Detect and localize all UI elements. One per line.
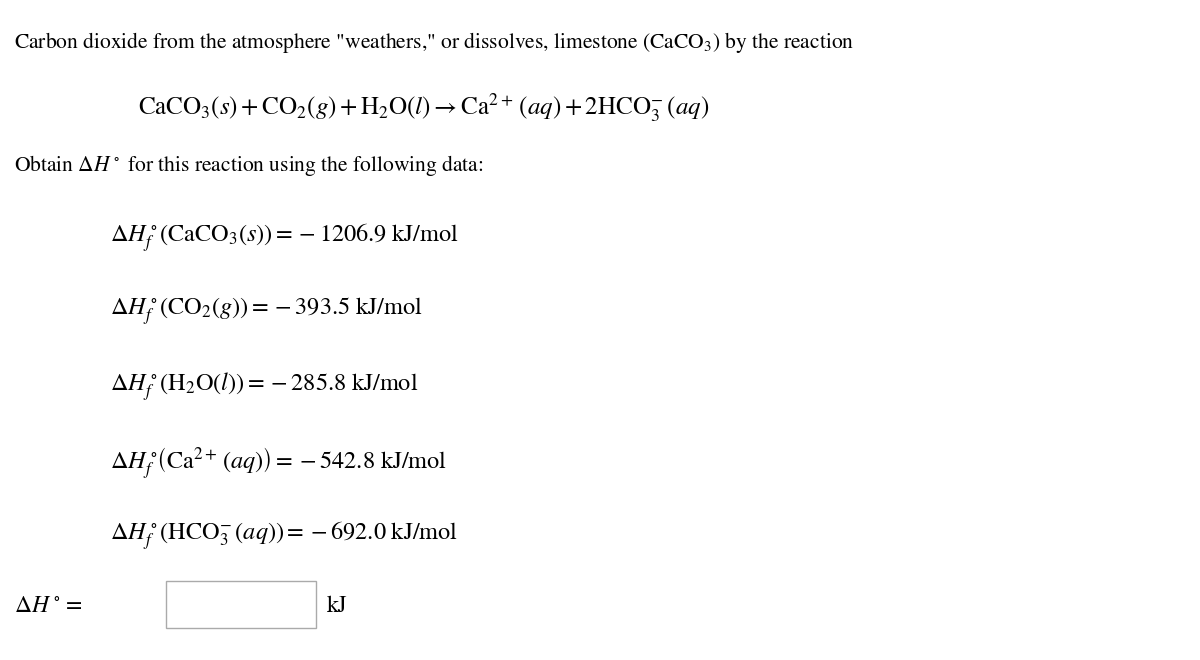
Text: $\Delta H^\circ_f(\mathrm{H_2O}(l)) = -285.8\ \mathrm{kJ/mol}$: $\Delta H^\circ_f(\mathrm{H_2O}(l)) = -2… (110, 371, 419, 404)
Text: $\Delta H^\circ_f\!\left(\mathrm{Ca^{2+}}\,(aq)\right) = -542.8\ \mathrm{kJ/mol}: $\Delta H^\circ_f\!\left(\mathrm{Ca^{2+}… (110, 446, 448, 482)
Text: $\Delta H^\circ =$: $\Delta H^\circ =$ (14, 595, 83, 616)
Text: $\Delta H^\circ_f(\mathrm{CO_2}(g)) = -393.5\ \mathrm{kJ/mol}$: $\Delta H^\circ_f(\mathrm{CO_2}(g)) = -3… (110, 296, 422, 329)
Text: $\Delta H^\circ_f(\mathrm{HCO_3^{-}}\,(aq)) = -692.0\ \mathrm{kJ/mol}$: $\Delta H^\circ_f(\mathrm{HCO_3^{-}}\,(a… (110, 520, 458, 553)
Bar (166, 581, 316, 628)
Text: kJ: kJ (326, 595, 347, 616)
Text: $\Delta H^\circ_f(\mathrm{CaCO_3}(s)) = -1206.9\ \mathrm{kJ/mol}$: $\Delta H^\circ_f(\mathrm{CaCO_3}(s)) = … (110, 222, 460, 255)
Text: Obtain $\Delta H^\circ$ for this reaction using the following data:: Obtain $\Delta H^\circ$ for this reactio… (14, 153, 484, 178)
Text: $\mathrm{CaCO_3}(s) + \mathrm{CO_2}(g) + \mathrm{H_2O}(l) \rightarrow \mathrm{Ca: $\mathrm{CaCO_3}(s) + \mathrm{CO_2}(g) +… (138, 91, 709, 124)
Text: Carbon dioxide from the atmosphere "weathers," or dissolves, limestone ($\mathrm: Carbon dioxide from the atmosphere "weat… (14, 30, 854, 55)
